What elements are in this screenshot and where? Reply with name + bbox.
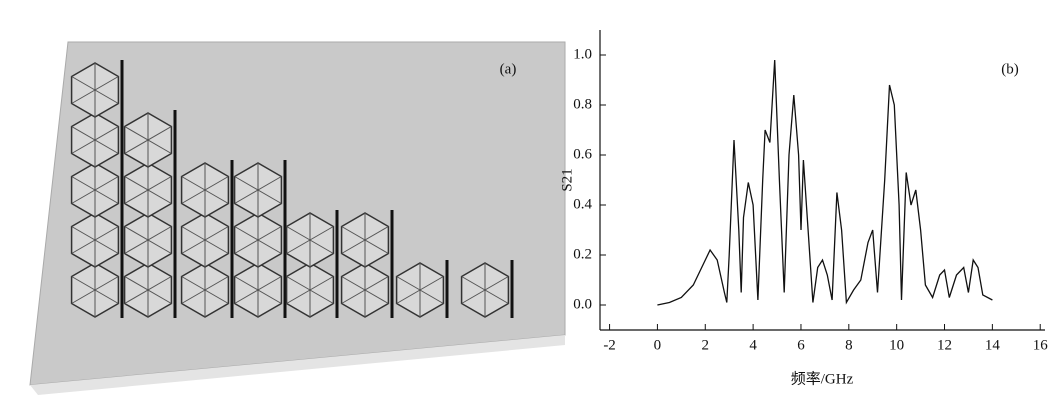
y-tick-label: 0.2 xyxy=(573,246,592,262)
panel-label: (b) xyxy=(1001,61,1019,77)
y-tick-label: 0.0 xyxy=(573,296,592,312)
y-tick-label: 0.8 xyxy=(573,96,592,112)
x-tick-label: 4 xyxy=(749,337,757,353)
plot-frame xyxy=(600,30,1045,330)
x-tick-label: 0 xyxy=(654,337,662,353)
line-series xyxy=(657,60,992,305)
y-tick-label: 1.0 xyxy=(573,46,592,62)
x-tick-label: 6 xyxy=(797,337,805,353)
x-tick-label: 8 xyxy=(845,337,853,353)
x-tick-label: -2 xyxy=(603,337,616,353)
y-tick-label: 0.6 xyxy=(573,146,592,162)
y-tick-label: 0.4 xyxy=(573,196,592,212)
x-tick-label: 14 xyxy=(985,337,1001,353)
x-tick-label: 16 xyxy=(1033,337,1049,353)
x-tick-label: 12 xyxy=(937,337,952,353)
figure: (a) (b) 频率/GHz S21 0.0 0.2 0.4 0.6 0.8 1.0 -2 0… xyxy=(0,0,1061,411)
x-axis-label: 频率/GHz xyxy=(791,370,854,387)
y-axis-label: S21 xyxy=(559,168,575,191)
x-tick-label: 2 xyxy=(702,337,710,353)
panel-label: (a) xyxy=(500,61,517,77)
x-tick-label: 10 xyxy=(889,337,904,353)
